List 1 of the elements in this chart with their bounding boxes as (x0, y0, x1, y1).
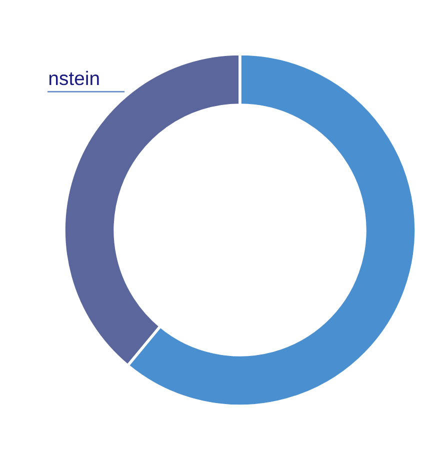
slice-label: nstein (49, 70, 99, 86)
